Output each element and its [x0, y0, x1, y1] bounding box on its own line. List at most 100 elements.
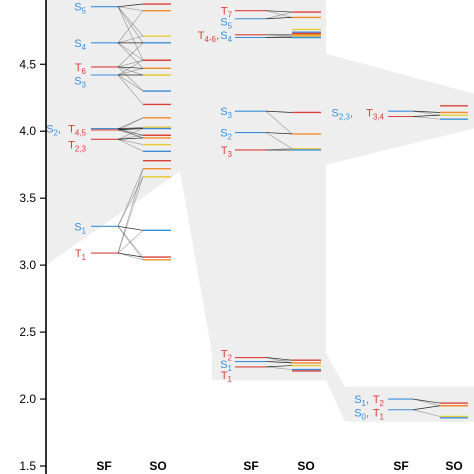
panel1-connector — [117, 117, 144, 131]
state-label-p3_s1: S1 — [354, 394, 366, 408]
x-label-so: SO — [149, 459, 166, 473]
panel3-connector — [412, 405, 441, 411]
panel1-connector — [117, 168, 144, 227]
state-label-p1_s3: S3 — [74, 75, 86, 89]
panel2-connector — [265, 11, 293, 20]
state-label-p3_t34: T3,4 — [366, 107, 384, 121]
state-label-p1_t45: T4,5 — [68, 124, 86, 138]
panel2-connector — [265, 357, 293, 361]
state-label-p1_t23: T2,3 — [68, 139, 86, 153]
panel1-connector — [117, 66, 144, 92]
panel1-connector — [117, 230, 144, 254]
panel3-connector — [412, 398, 441, 404]
y-tick-label: 3.5 — [19, 191, 36, 205]
panel1-connector — [117, 134, 144, 140]
panel2-connector — [265, 132, 293, 149]
panel1-connector — [117, 176, 144, 227]
y-axis: 1.5 2.0 2.5 3.0 3.5 4.0 4.5 — [19, 0, 47, 474]
panel1-connector — [117, 10, 144, 44]
panel1-connector — [117, 66, 144, 76]
panel2-connector — [265, 365, 293, 368]
panel3-connector — [412, 110, 441, 116]
panel1-connector — [117, 6, 144, 61]
panel1-connector — [117, 128, 144, 131]
panel2-connector — [265, 10, 293, 13]
panel1-connector — [117, 129, 144, 139]
state-label-p2_s1: S1 — [220, 359, 232, 373]
panel1-connector — [117, 117, 144, 129]
x-label-sf: SF — [96, 459, 111, 473]
panel3-connector — [412, 398, 441, 407]
energy-levels — [91, 3, 468, 419]
state-label-p1_s5: S5 — [74, 2, 86, 16]
panel1-connector — [117, 6, 144, 12]
panel2-connector — [265, 357, 293, 364]
panel1-connector — [117, 42, 144, 61]
state-label-p1_s1: S1 — [74, 221, 86, 235]
panel2-connector — [265, 35, 293, 38]
label-comma: , — [58, 124, 61, 136]
panel1-connector — [117, 128, 144, 139]
panel1-connector — [117, 42, 144, 69]
panel2-connector — [265, 10, 293, 18]
x-label-so: SO — [297, 459, 314, 473]
panel1-connector — [117, 59, 144, 68]
state-label-p3_t1: T1 — [373, 407, 385, 421]
panel1-connector — [117, 176, 144, 254]
state-label-p2_s3: S3 — [220, 106, 232, 120]
panel2-connector — [265, 132, 293, 135]
y-tick-label: 3.0 — [19, 258, 36, 272]
panel2-connector — [265, 110, 293, 135]
panel1-connector — [117, 74, 144, 92]
state-label-p2_s4: S4 — [220, 30, 232, 44]
panel-transition-band — [180, 0, 474, 354]
x-axis-labels: SF SO SF SO SF SO — [96, 459, 462, 473]
panel1-connector — [117, 42, 144, 68]
panel1-connector — [117, 6, 144, 37]
state-label-p3_s0: S0 — [354, 407, 366, 421]
connector-lines — [117, 3, 441, 417]
state-label-p1_t6: T6 — [75, 62, 87, 76]
panel1-connector — [117, 226, 144, 260]
panel2-connector — [265, 359, 293, 362]
label-comma: , — [350, 107, 353, 119]
panel1-connector — [117, 74, 144, 105]
panel1-connector — [117, 137, 144, 140]
panel2-connector — [265, 148, 293, 151]
panel3-connector — [412, 409, 441, 417]
x-label-sf: SF — [393, 459, 408, 473]
panel1-connector — [117, 138, 144, 152]
state-label-p2_t3: T3 — [221, 145, 233, 159]
state-label-p2_s5: S5 — [220, 16, 232, 30]
panel1-connector — [117, 129, 144, 136]
state-label-p2_t1: T1 — [221, 370, 233, 384]
state-label-p2_t2: T2 — [221, 349, 233, 363]
y-tick-label: 4.5 — [19, 57, 36, 71]
y-tick-label: 2.5 — [19, 325, 36, 339]
panel2-connector — [265, 361, 293, 364]
state-label-p1_s2: S2 — [46, 124, 58, 138]
state-label-p2_t7: T7 — [221, 6, 233, 20]
panel-backgrounds — [46, 0, 474, 422]
panel3-connector — [412, 114, 441, 117]
label-comma: , — [366, 407, 369, 419]
panel2-connector — [265, 17, 293, 20]
panel1-connector — [117, 126, 144, 131]
panel1-connector — [117, 66, 144, 69]
panel1-connector — [117, 126, 144, 129]
state-label-p2_t46: T4-6 — [198, 30, 217, 44]
panel2-connector — [265, 34, 293, 37]
panel3-low-band — [326, 353, 474, 422]
panel1-connector — [117, 6, 144, 44]
label-comma: , — [366, 394, 369, 406]
y-tick-label: 4.0 — [19, 124, 36, 138]
panel1-connector — [117, 252, 144, 261]
state-label-p3_s23: S2,3 — [332, 107, 351, 121]
panel1-connector — [117, 168, 144, 254]
x-label-sf: SF — [243, 459, 258, 473]
panel1-connector — [117, 252, 144, 258]
panel1-connector — [117, 128, 144, 140]
panel1-band — [46, 0, 180, 266]
